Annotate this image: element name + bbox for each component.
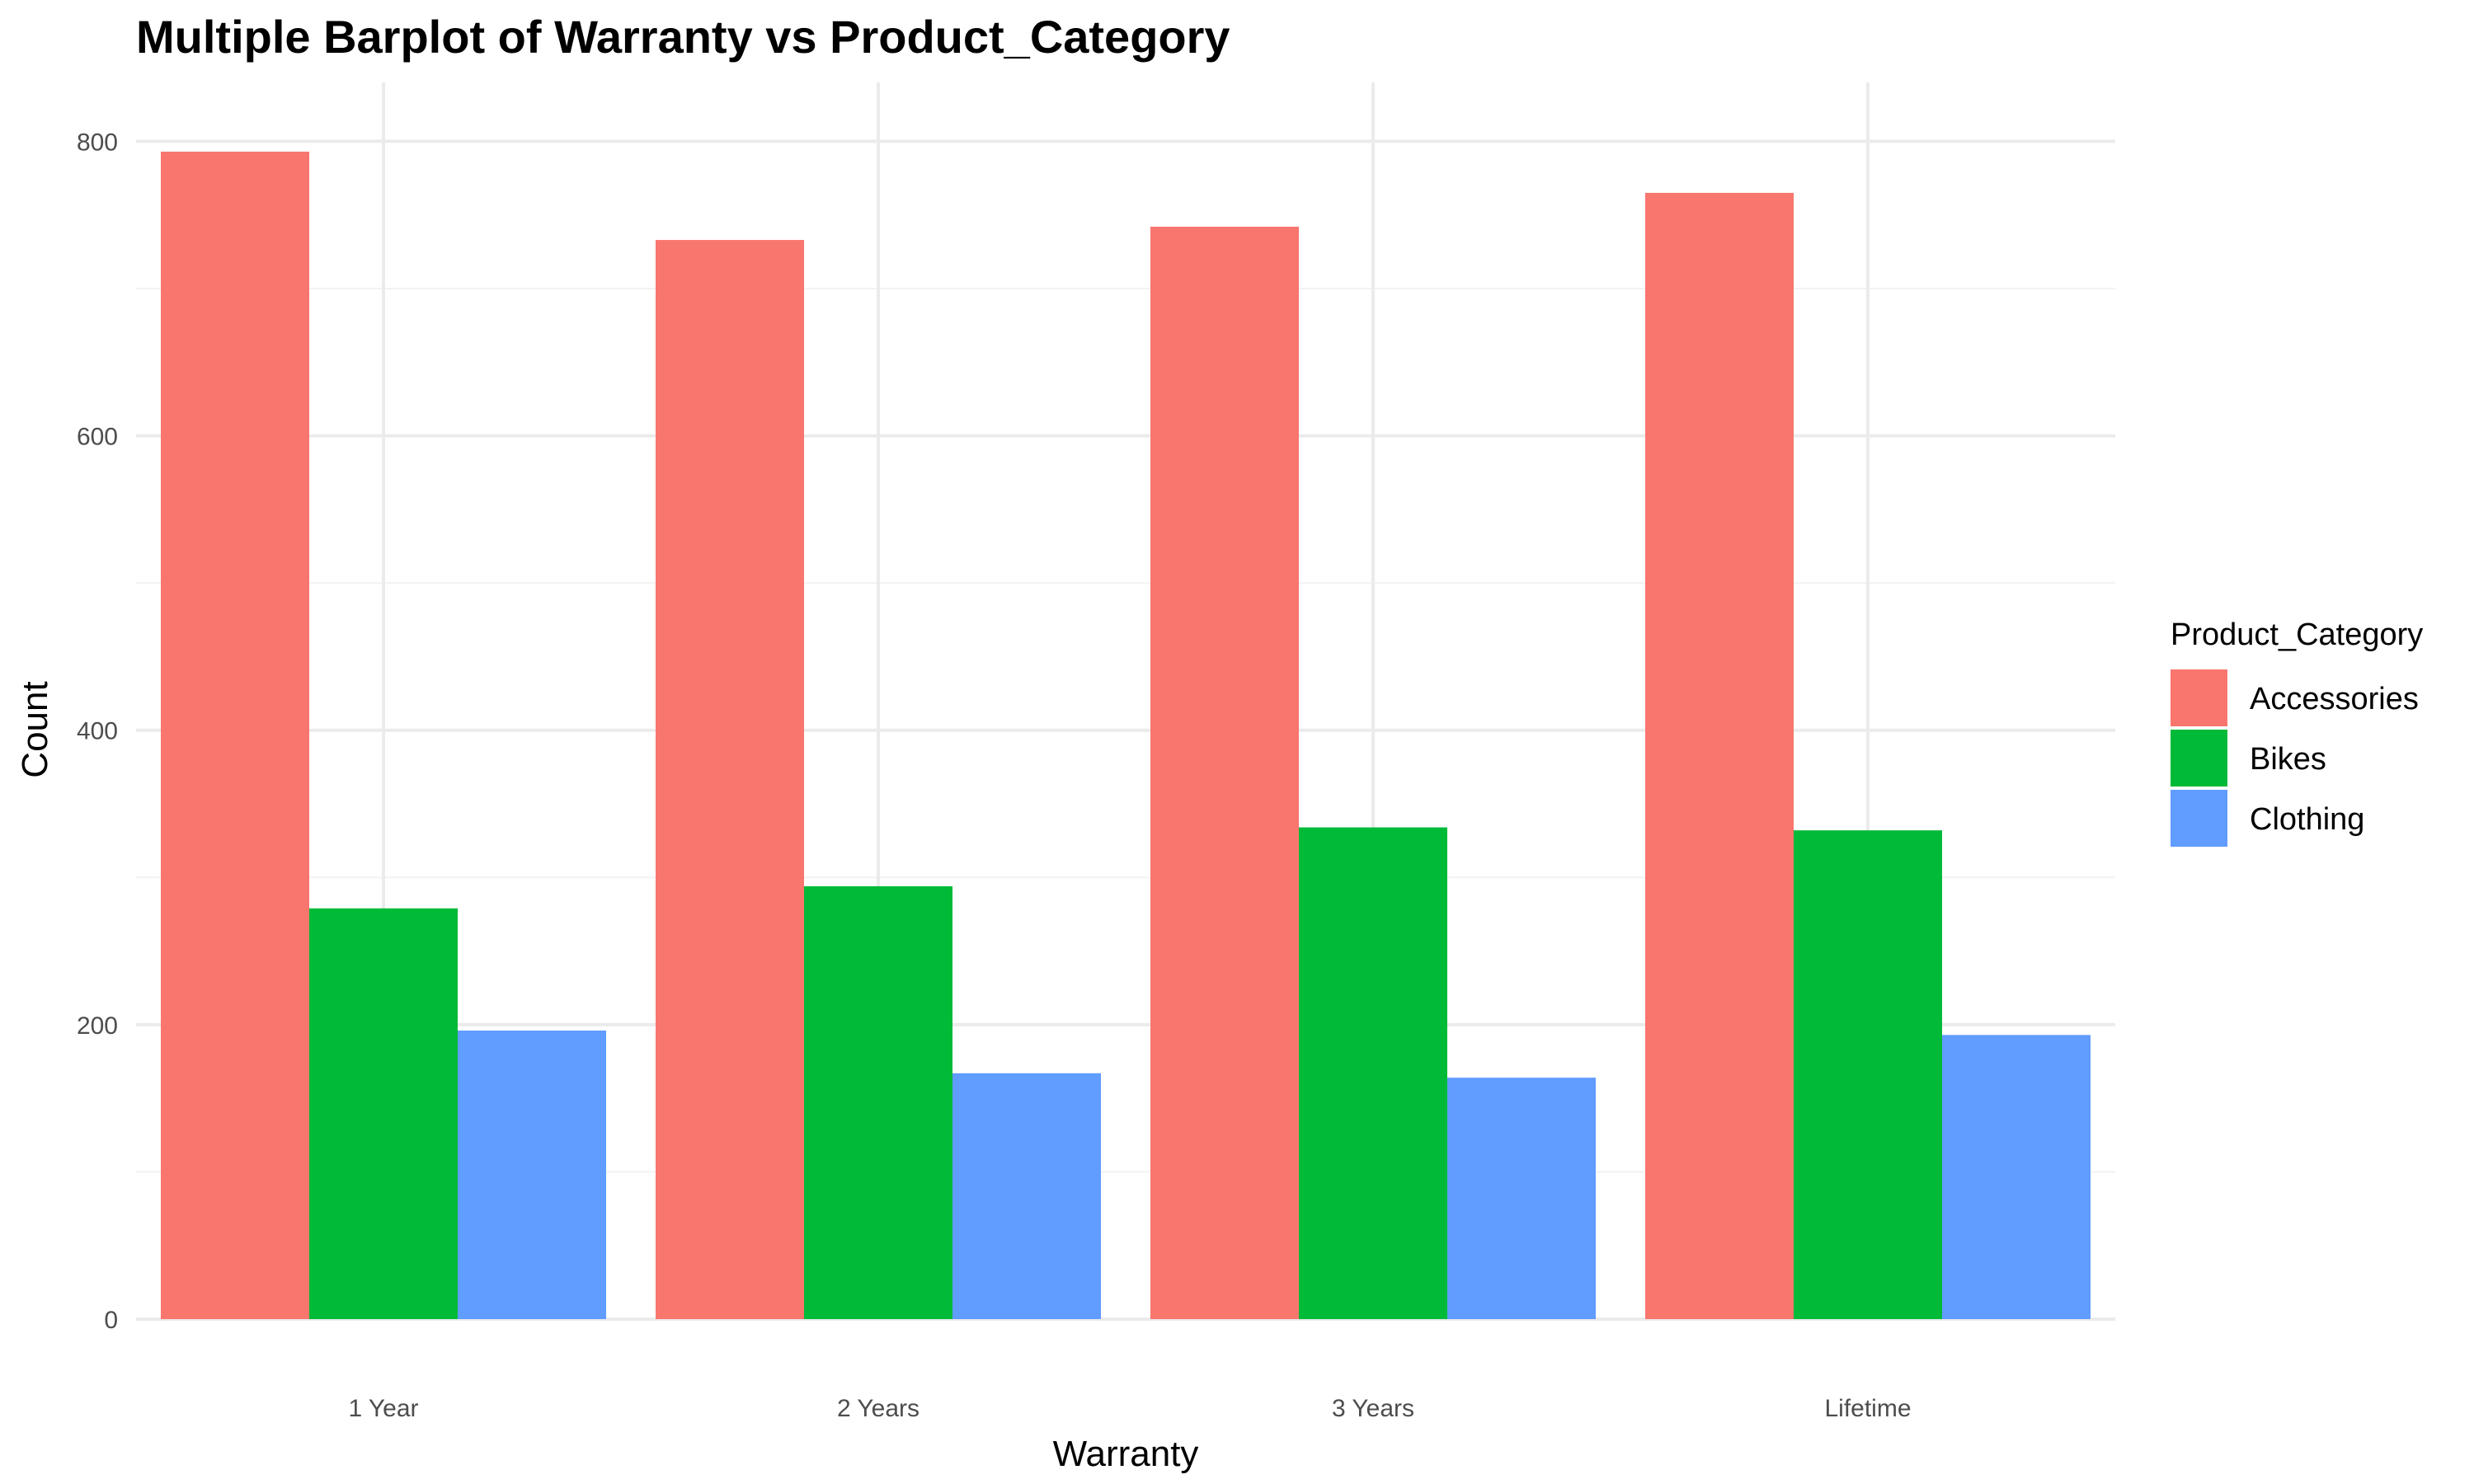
y-tick-label: 800 — [77, 129, 118, 156]
legend-label-bikes: Bikes — [2250, 742, 2326, 777]
bar-clothing-lifetime — [1942, 1035, 2091, 1319]
x-tick-label: 3 Years — [1332, 1395, 1414, 1422]
bars — [161, 151, 2091, 1320]
x-tick-label: 1 Year — [348, 1395, 418, 1422]
legend-swatch-bikes — [2171, 730, 2227, 787]
x-tick-label: 2 Years — [837, 1395, 920, 1422]
legend: Product_Category Accessories Bikes Clothin… — [2171, 618, 2423, 847]
bar-bikes-1-year — [309, 908, 458, 1319]
bar-clothing-2-years — [952, 1073, 1101, 1319]
legend-items: Accessories Bikes Clothing — [2171, 669, 2419, 847]
bar-bikes-2-years — [804, 886, 952, 1319]
bar-bikes-lifetime — [1794, 830, 1942, 1319]
legend-swatch-accessories — [2171, 669, 2227, 726]
y-tick-label: 200 — [77, 1012, 118, 1040]
legend-swatch-clothing — [2171, 790, 2227, 847]
legend-label-accessories: Accessories — [2250, 682, 2419, 716]
chart-title: Multiple Barplot of Warranty vs Product_… — [136, 11, 1230, 63]
bar-accessories-1-year — [161, 151, 309, 1319]
x-axis-title: Warranty — [1053, 1434, 1199, 1474]
bar-clothing-3-years — [1447, 1078, 1596, 1319]
x-tick-label: Lifetime — [1824, 1395, 1911, 1422]
legend-title: Product_Category — [2171, 618, 2423, 652]
y-tick-label: 0 — [104, 1307, 118, 1334]
bar-accessories-2-years — [656, 240, 804, 1320]
bar-accessories-lifetime — [1645, 192, 1794, 1319]
bar-accessories-3-years — [1150, 227, 1299, 1319]
bar-clothing-1-year — [458, 1031, 606, 1319]
x-axis-ticks: 1 Year 2 Years 3 Years Lifetime — [348, 1395, 1911, 1422]
y-tick-label: 400 — [77, 718, 118, 745]
y-tick-label: 600 — [77, 424, 118, 451]
y-axis-ticks: 0 200 400 600 800 — [77, 129, 118, 1334]
legend-label-clothing: Clothing — [2250, 802, 2364, 837]
bar-bikes-3-years — [1299, 827, 1447, 1319]
y-axis-title: Count — [15, 681, 55, 777]
